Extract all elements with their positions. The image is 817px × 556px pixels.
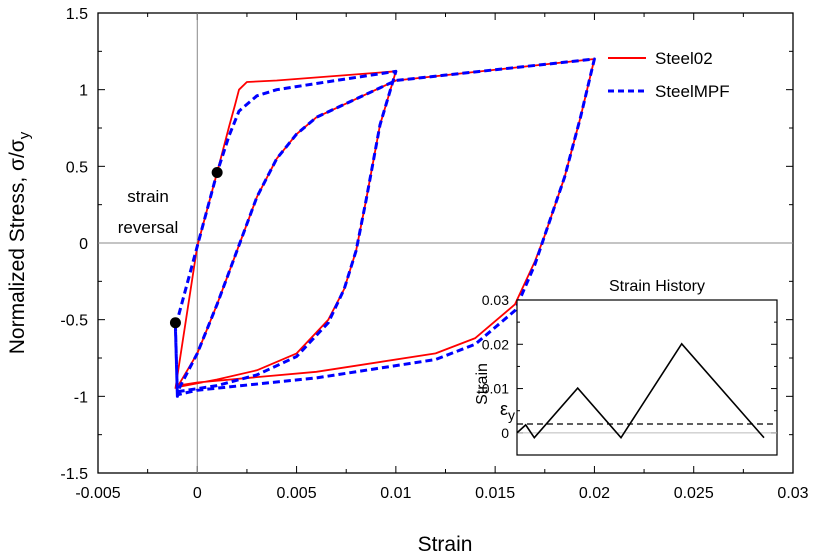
x-axis-title: Strain	[418, 533, 473, 556]
x-tick-label: 0.01	[380, 485, 411, 502]
inset-y-tick-label: 0.02	[482, 336, 509, 352]
y-tick-label: -1	[74, 389, 88, 406]
legend-label-steelmpf: SteelMPF	[655, 82, 730, 101]
x-tick-label: 0	[193, 485, 202, 502]
y-tick-label: -0.5	[60, 313, 88, 330]
y-axis-title-subscript: y	[16, 131, 33, 139]
inset-y-tick-label: 0.03	[482, 292, 509, 308]
inset-yield-label: εy	[500, 399, 515, 423]
strain-reversal-marker	[169, 317, 181, 329]
inset-yield-label-subscript: y	[508, 407, 515, 423]
inset-strain-history-line	[516, 342, 765, 440]
y-tick-label: 1.5	[66, 6, 88, 23]
inset-title: Strain History	[609, 278, 705, 295]
inset-series	[516, 342, 777, 440]
x-tick-label: -0.005	[75, 485, 120, 502]
strain-reversal-marker	[211, 166, 223, 178]
inset-y-tick-label: 0	[501, 425, 509, 441]
strain-reversal-label-line2: reversal	[118, 218, 178, 237]
legend: Steel02 SteelMPF	[608, 49, 730, 101]
x-tick-label: 0.03	[777, 485, 808, 502]
y-axis-title: Normalized Stress, σ/σy	[6, 131, 33, 354]
x-tick-label: 0.02	[579, 485, 610, 502]
inset-ticks: 0 0.01 0.02 0.03	[482, 292, 777, 441]
x-tick-label: 0.025	[674, 485, 714, 502]
y-tick-label: 0	[79, 236, 88, 253]
main-ticks: -0.005 0 0.005 0.01 0.015 0.02 0.025 0.03 -1.5 -1…	[60, 6, 808, 502]
main-series	[173, 57, 596, 398]
strain-reversal-label-line1: strain	[127, 187, 169, 206]
inset-background	[517, 300, 777, 455]
x-tick-label: 0.005	[277, 485, 317, 502]
y-tick-label: 0.5	[66, 159, 88, 176]
inset-y-axis-title: Strain	[474, 363, 491, 405]
legend-label-steel02: Steel02	[655, 49, 713, 68]
inset-plot-area	[516, 299, 778, 456]
series-line-steel02	[174, 58, 596, 389]
y-tick-label: 1	[79, 83, 88, 100]
inset-y-tick-label: 0.01	[482, 381, 509, 397]
series-line-steelmpf	[173, 57, 596, 398]
x-tick-label: 0.015	[475, 485, 515, 502]
reversal-markers	[169, 166, 223, 329]
y-tick-label: -1.5	[60, 466, 88, 483]
